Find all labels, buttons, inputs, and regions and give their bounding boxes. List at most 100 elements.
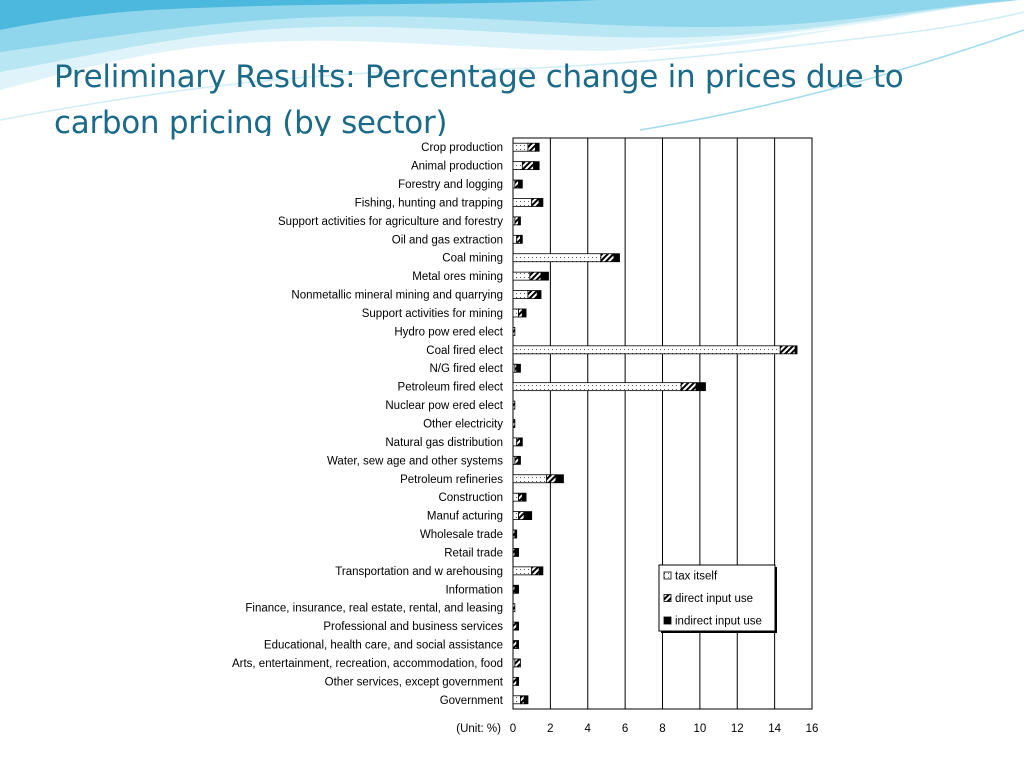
bar-segment [779, 345, 796, 355]
bar-segment [523, 695, 529, 705]
bar-segment [512, 234, 518, 244]
bar-segment [536, 290, 542, 299]
bar-segment [512, 474, 548, 484]
bar-segment [512, 621, 518, 631]
bar-segment [521, 492, 527, 502]
bar-segment [512, 271, 531, 281]
bar-segment [512, 492, 520, 502]
x-tick-label: 10 [693, 723, 706, 735]
bar-segment [512, 437, 518, 447]
bar-segment [546, 474, 557, 484]
bar-segment [535, 142, 540, 152]
bar-segment [512, 290, 529, 299]
category-label: Finance, insurance, real estate, rental,… [245, 603, 503, 615]
stacked-bar-chart: Crop production Animal production Forestry… [232, 137, 818, 735]
bar-segment [794, 345, 798, 355]
bar-segment [518, 511, 525, 520]
bar-segment [518, 455, 521, 465]
legend-box [658, 564, 776, 632]
bar-segment [512, 695, 521, 705]
legend-swatch [663, 571, 672, 580]
bar-segment [514, 216, 520, 226]
bar-segment [518, 492, 523, 502]
category-label: Transportation and w arehousing [335, 566, 503, 578]
bar-segment [512, 345, 781, 355]
category-label: N/G fired elect [430, 363, 504, 375]
bar-segment [529, 271, 542, 281]
bar-segment [512, 382, 682, 392]
bar-segment [516, 640, 520, 649]
x-axis-ticks: (Unit: %) 0 2 4 6 8 10 12 14 16 [456, 723, 818, 735]
bar-segment [512, 161, 523, 171]
category-label: Support activities for agriculture and f… [278, 216, 503, 228]
bar-segment [516, 437, 521, 447]
category-label: Information [445, 584, 503, 596]
bar-segment [518, 308, 523, 318]
bar-segment [512, 640, 518, 649]
bar-segment [514, 658, 521, 668]
category-label: Retail trade [444, 547, 503, 559]
x-tick-label: 16 [806, 723, 819, 735]
bar-segment [527, 142, 536, 152]
category-label: Animal production [411, 161, 503, 173]
x-tick-label: 4 [585, 723, 592, 735]
category-label: Nuclear pow ered elect [385, 400, 503, 412]
category-label: Natural gas distribution [385, 437, 503, 449]
bar-segment [512, 676, 518, 686]
bar-segment [540, 271, 549, 281]
legend-label: indirect input use [675, 616, 762, 628]
x-tick-label: 0 [510, 723, 516, 735]
bar-segment [520, 234, 523, 244]
bar-segment [514, 529, 518, 539]
bar-segment [555, 474, 564, 484]
bar-segment [516, 234, 521, 244]
bar-segment [514, 179, 520, 189]
category-label: Professional and business services [323, 621, 503, 633]
bar-segment [695, 382, 706, 392]
category-label: Other electricity [423, 419, 503, 431]
x-tick-label: 6 [622, 723, 628, 735]
bar-segment [531, 566, 540, 576]
x-tick-label: 12 [731, 723, 744, 735]
bar-segment [512, 253, 602, 263]
category-label: Support activities for mining [362, 308, 503, 320]
bar-segment [613, 253, 620, 263]
bar-segment [516, 676, 520, 686]
unit-label: (Unit: %) [456, 723, 501, 735]
bar-segment [538, 198, 544, 207]
bars-layer [512, 142, 798, 705]
slide-title: Preliminary Results: Percentage change i… [54, 59, 904, 141]
bar-segment [512, 198, 533, 207]
bar-segment [512, 419, 516, 428]
category-label: Forestry and logging [398, 179, 503, 191]
category-label: Oil and gas extraction [392, 234, 503, 246]
category-label: Construction [438, 492, 503, 504]
x-tick-label: 8 [659, 723, 665, 735]
category-label: Arts, entertainment, recreation, accommo… [232, 658, 503, 670]
bar-segment [512, 327, 516, 336]
category-label: Government [440, 695, 504, 707]
bar-segment [514, 548, 520, 557]
category-label: Nonmetallic mineral mining and quarrying [291, 290, 503, 302]
x-tick-label: 2 [547, 723, 553, 735]
bar-segment [514, 455, 520, 465]
category-labels: Crop production Animal production Forestry… [232, 142, 504, 707]
bar-segment [533, 161, 540, 171]
bar-segment [518, 179, 523, 189]
category-label: Manuf acturing [427, 511, 503, 523]
category-label: Metal ores mining [412, 271, 503, 283]
bar-segment [527, 290, 538, 299]
header-wave-decoration [0, 0, 1024, 131]
bar-segment [516, 363, 521, 373]
bar-segment [512, 142, 529, 152]
category-label: Coal mining [442, 253, 503, 265]
bar-segment [512, 566, 533, 576]
bar-segment [520, 695, 525, 705]
bar-segment [521, 308, 527, 318]
bar-segment [512, 400, 516, 410]
category-label: Petroleum refineries [400, 474, 503, 486]
category-label: Coal fired elect [426, 345, 504, 357]
category-label: Hydro pow ered elect [394, 326, 503, 338]
chart-legend: tax itself direct input use indirect input… [658, 564, 777, 633]
category-label: Fishing, hunting and trapping [355, 197, 503, 209]
